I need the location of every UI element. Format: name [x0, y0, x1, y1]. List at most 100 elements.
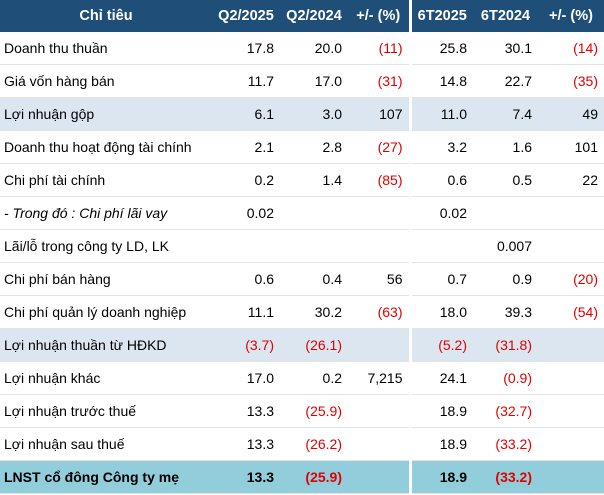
- value-cell: 18.9: [408, 394, 473, 428]
- value-cell: 2.1: [212, 130, 280, 164]
- table-row: Chi phí bán hàng 0.6 0.4 56 0.7 0.9 (20): [0, 262, 604, 296]
- value-cell: 1.4: [280, 163, 348, 197]
- value-cell: 18.0: [408, 295, 473, 329]
- value-cell: (27): [348, 130, 410, 164]
- value-cell: 49: [538, 97, 604, 131]
- row-label: Lãi/lỗ trong công ty LD, LK: [0, 229, 212, 263]
- value-cell: 56: [348, 262, 410, 296]
- value-cell: 0.7: [408, 262, 473, 296]
- empty-cell: [473, 196, 538, 230]
- empty-cell: [348, 328, 410, 362]
- value-cell: 17.0: [280, 64, 348, 98]
- column-header: +/- (%): [538, 0, 604, 32]
- value-cell: 0.6: [408, 163, 473, 197]
- value-cell: 18.9: [408, 427, 473, 461]
- row-label: Lợi nhuận thuần từ HĐKD: [0, 328, 212, 362]
- value-cell: 0.4: [280, 262, 348, 296]
- table-row: Chi phí quản lý doanh nghiệp 11.1 30.2 (63)…: [0, 295, 604, 329]
- value-cell: (5.2): [408, 328, 473, 362]
- row-label: - Trong đó : Chi phí lãi vay: [0, 196, 212, 230]
- value-cell: 17.0: [212, 361, 280, 395]
- value-cell: (85): [348, 163, 410, 197]
- value-cell: 11.7: [212, 64, 280, 98]
- header-row: Chỉ tiêu Q2/2025 Q2/2024 +/- (%) 6T2025 6T202…: [0, 0, 604, 32]
- column-header: Q2/2025: [212, 0, 280, 32]
- value-cell: 7.4: [473, 97, 538, 131]
- value-cell: (3.7): [212, 328, 280, 362]
- value-cell: 0.007: [473, 229, 538, 263]
- row-label: Chi phí quản lý doanh nghiệp: [0, 295, 212, 329]
- empty-cell: [348, 394, 410, 428]
- empty-cell: [280, 229, 348, 263]
- value-cell: 0.6: [212, 262, 280, 296]
- table-row: Doanh thu hoạt động tài chính 2.1 2.8 (27) 3…: [0, 130, 604, 164]
- table-row: Lợi nhuận sau thuế 13.3 (26.2) 18.9 (33.2): [0, 427, 604, 461]
- table-row: Lợi nhuận gộp 6.1 3.0 107 11.0 7.4 49: [0, 97, 604, 131]
- column-header: 6T2025: [408, 0, 473, 32]
- row-label: Lợi nhuận khác: [0, 361, 212, 395]
- value-cell: 11.0: [408, 97, 473, 131]
- value-cell: (11): [348, 32, 410, 65]
- value-cell: 18.9: [408, 460, 473, 494]
- row-label: Doanh thu thuần: [0, 32, 212, 65]
- value-cell: 0.02: [212, 196, 280, 230]
- table-body: Doanh thu thuần 17.8 20.0 (11) 25.8 30.1 (14) G…: [0, 32, 604, 494]
- table-row: Lãi/lỗ trong công ty LD, LK 0.007: [0, 229, 604, 263]
- value-cell: (32.7): [473, 394, 538, 428]
- empty-cell: [348, 196, 410, 230]
- table-row: Doanh thu thuần 17.8 20.0 (11) 25.8 30.1 (14): [0, 32, 604, 65]
- table-row: Lợi nhuận trước thuế 13.3 (25.9) 18.9 (32.7): [0, 394, 604, 428]
- value-cell: (25.9): [280, 394, 348, 428]
- empty-cell: [348, 460, 410, 494]
- empty-cell: [348, 229, 410, 263]
- value-cell: 2.8: [280, 130, 348, 164]
- value-cell: (63): [348, 295, 410, 329]
- table-row: Chi phí tài chính 0.2 1.4 (85) 0.6 0.5 22: [0, 163, 604, 197]
- value-cell: 13.3: [212, 427, 280, 461]
- row-label: LNST cổ đông Công ty mẹ: [0, 460, 212, 494]
- row-label: Lợi nhuận gộp: [0, 97, 212, 131]
- value-cell: (0.9): [473, 361, 538, 395]
- value-cell: 0.2: [212, 163, 280, 197]
- empty-cell: [538, 394, 604, 428]
- column-header: Q2/2024: [280, 0, 348, 32]
- value-cell: 3.0: [280, 97, 348, 131]
- value-cell: 30.2: [280, 295, 348, 329]
- value-cell: 13.3: [212, 460, 280, 494]
- value-cell: (33.2): [473, 460, 538, 494]
- table-row: LNST cổ đông Công ty mẹ 13.3 (25.9) 18.9 (33…: [0, 460, 604, 494]
- empty-cell: [348, 427, 410, 461]
- row-label: Lợi nhuận sau thuế: [0, 427, 212, 461]
- value-cell: 0.5: [473, 163, 538, 197]
- value-cell: (14): [538, 32, 604, 65]
- row-label: Chi phí tài chính: [0, 163, 212, 197]
- value-cell: 39.3: [473, 295, 538, 329]
- value-cell: (31.8): [473, 328, 538, 362]
- row-label: Chi phí bán hàng: [0, 262, 212, 296]
- value-cell: 22: [538, 163, 604, 197]
- value-cell: 25.8: [408, 32, 473, 65]
- value-cell: 14.8: [408, 64, 473, 98]
- value-cell: (25.9): [280, 460, 348, 494]
- empty-cell: [408, 229, 473, 263]
- empty-cell: [538, 427, 604, 461]
- empty-cell: [538, 460, 604, 494]
- value-cell: 20.0: [280, 32, 348, 65]
- value-cell: 13.3: [212, 394, 280, 428]
- table-row: - Trong đó : Chi phí lãi vay 0.02 0.02: [0, 196, 604, 230]
- value-cell: 17.8: [212, 32, 280, 65]
- empty-cell: [212, 229, 280, 263]
- value-cell: 3.2: [408, 130, 473, 164]
- value-cell: (54): [538, 295, 604, 329]
- value-cell: 1.6: [473, 130, 538, 164]
- value-cell: 22.7: [473, 64, 538, 98]
- value-cell: 11.1: [212, 295, 280, 329]
- row-label: Doanh thu hoạt động tài chính: [0, 130, 212, 164]
- row-label: Lợi nhuận trước thuế: [0, 394, 212, 428]
- value-cell: 7,215: [348, 361, 410, 395]
- table-row: Giá vốn hàng bán 11.7 17.0 (31) 14.8 22.7 (35): [0, 64, 604, 98]
- column-header: Chỉ tiêu: [0, 0, 212, 32]
- value-cell: (20): [538, 262, 604, 296]
- value-cell: 24.1: [408, 361, 473, 395]
